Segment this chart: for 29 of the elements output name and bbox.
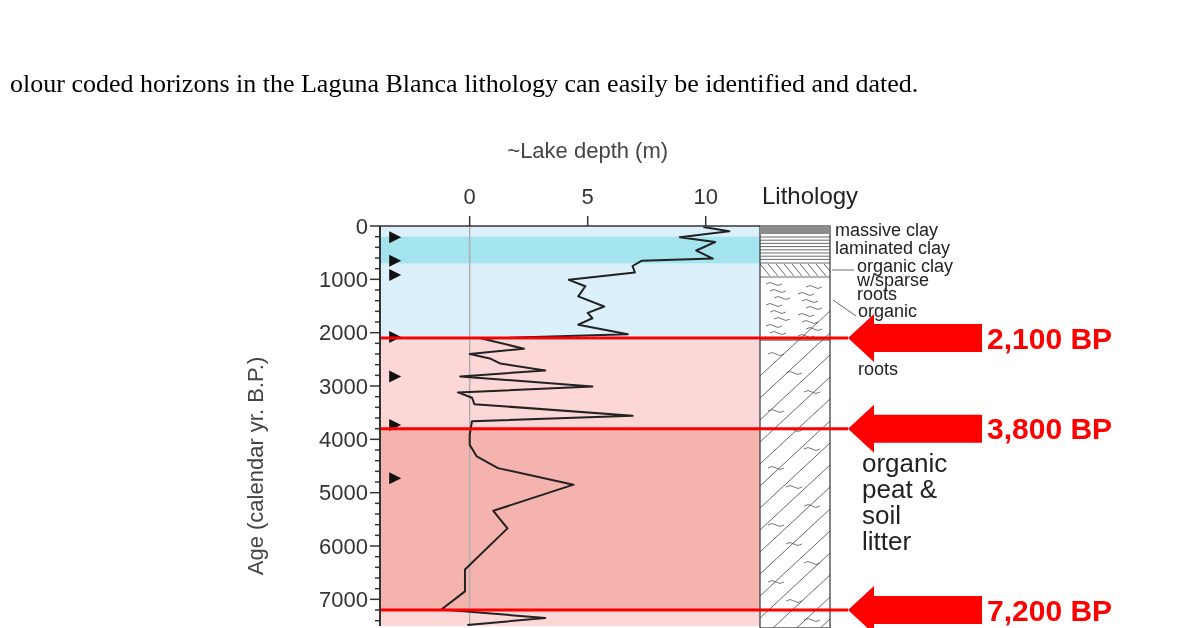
line-series: [440, 226, 731, 626]
y-tick-label: 7000: [319, 587, 368, 613]
x-axis-title: ~Lake depth (m): [507, 138, 669, 163]
x-tick-label: 5: [581, 183, 594, 209]
text: Lithology: [762, 182, 859, 209]
y-tick-label: 3000: [319, 373, 368, 399]
text: roots: [858, 359, 899, 379]
ref-line-label: 7,200 BP: [987, 593, 1113, 627]
y-tick-label: 4000: [319, 427, 368, 453]
y-tick-label: 2000: [319, 320, 368, 346]
text: massive clay: [835, 220, 939, 240]
y-tick-label: 1000: [319, 267, 368, 293]
y-tick-label: 6000: [319, 533, 368, 559]
x-tick-label: 10: [693, 183, 718, 209]
point: [389, 370, 402, 383]
y-axis-title: Age (calendar yr. B.P.): [243, 356, 268, 576]
point: [389, 472, 402, 485]
y-tick-label: 0: [355, 213, 368, 239]
y-tick-label: 5000: [319, 480, 368, 506]
text: olour coded horizons in the Laguna Blanca lithology can easily be identified and dated.: [10, 69, 919, 98]
ref-line-label: 2,100 BP: [987, 321, 1113, 355]
text: organic: [858, 301, 918, 321]
point: [389, 254, 402, 267]
point: [389, 269, 402, 282]
point: [389, 231, 402, 244]
ref-line-label: 3,800 BP: [987, 412, 1113, 446]
text: laminated clay: [835, 238, 951, 258]
x-tick-label: 0: [463, 183, 476, 209]
text: organic peat & soil litter: [862, 448, 948, 556]
